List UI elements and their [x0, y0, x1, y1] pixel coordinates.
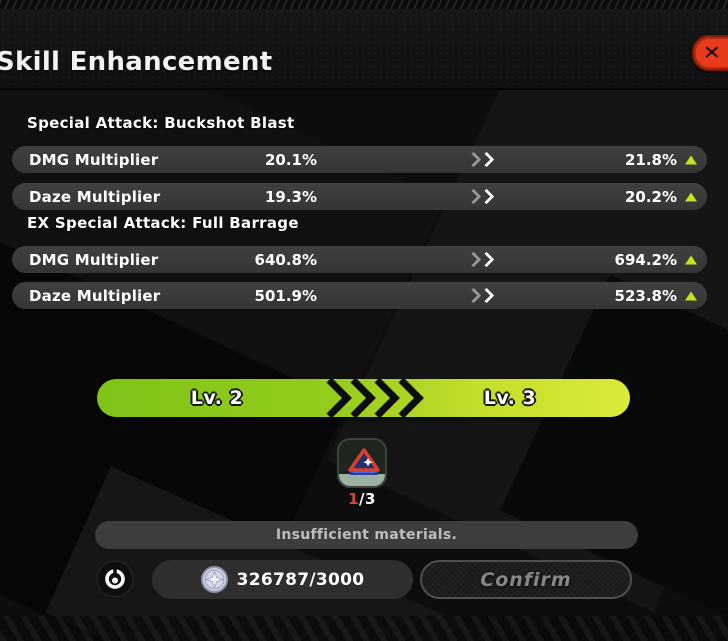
- stat-next-value: 694.2%: [614, 250, 677, 269]
- stat-next-value: 21.8%: [624, 150, 677, 169]
- confirm-button-label: Confirm: [480, 568, 572, 591]
- double-chevron-right-icon: [465, 251, 495, 268]
- increase-arrow-icon: [685, 192, 697, 201]
- stat-next-value: 20.2%: [624, 187, 677, 206]
- bottom-texture-band: [0, 616, 728, 641]
- confirm-button[interactable]: Confirm: [420, 560, 632, 599]
- stat-row-dmg-multiplier-ex: DMG Multiplier 640.8% 694.2%: [12, 246, 707, 273]
- stat-next-value: 523.8%: [614, 286, 677, 305]
- level-chevron-divider-icon: [326, 379, 424, 417]
- increase-arrow-icon: [685, 155, 697, 164]
- stat-label: Daze Multiplier: [29, 187, 161, 206]
- level-progress-bar: Lv. 2 Lv. 3: [97, 379, 630, 417]
- stat-current-value: 640.8%: [254, 250, 317, 269]
- section-title-ex-special-attack: EX Special Attack: Full Barrage: [27, 214, 299, 232]
- section-title-special-attack: Special Attack: Buckshot Blast: [27, 114, 295, 132]
- currency-display: 326787/3000: [152, 560, 413, 599]
- currency-value: 326787/3000: [236, 569, 365, 590]
- material-count-need: /3: [359, 490, 376, 508]
- stat-current-value: 19.3%: [264, 187, 317, 206]
- stat-label: Daze Multiplier: [29, 286, 161, 305]
- material-count-have: 1: [348, 490, 359, 508]
- skill-chip-icon: [348, 448, 380, 475]
- stat-current-value: 20.1%: [264, 150, 317, 169]
- current-level-label: Lv. 2: [190, 387, 244, 409]
- close-button[interactable]: ✕: [692, 35, 728, 71]
- circular-action-button[interactable]: [96, 560, 134, 598]
- stat-row-dmg-multiplier: DMG Multiplier 20.1% 21.8%: [12, 146, 707, 173]
- material-count: 1/3: [312, 490, 412, 508]
- header-band: [0, 9, 728, 90]
- next-level-label: Lv. 3: [483, 387, 537, 409]
- denny-coin-icon: [200, 566, 228, 593]
- double-chevron-right-icon: [465, 151, 495, 168]
- status-message-bar: Insufficient materials.: [95, 521, 638, 549]
- stat-row-daze-multiplier-ex: Daze Multiplier 501.9% 523.8%: [12, 282, 707, 309]
- stat-label: DMG Multiplier: [29, 250, 159, 269]
- double-chevron-right-icon: [465, 287, 495, 304]
- status-message: Insufficient materials.: [275, 527, 458, 543]
- stat-current-value: 501.9%: [254, 286, 317, 305]
- stat-row-daze-multiplier: Daze Multiplier 19.3% 20.2%: [12, 183, 707, 210]
- double-chevron-right-icon: [465, 188, 495, 205]
- material-item[interactable]: [337, 438, 387, 488]
- increase-arrow-icon: [685, 255, 697, 264]
- page-title: Skill Enhancement: [0, 47, 273, 77]
- top-texture-band: [0, 0, 728, 9]
- increase-arrow-icon: [685, 291, 697, 300]
- stat-label: DMG Multiplier: [29, 150, 159, 169]
- close-icon: ✕: [702, 41, 722, 64]
- gauge-dial-icon: [105, 568, 125, 589]
- material-rarity-strip: [339, 474, 385, 486]
